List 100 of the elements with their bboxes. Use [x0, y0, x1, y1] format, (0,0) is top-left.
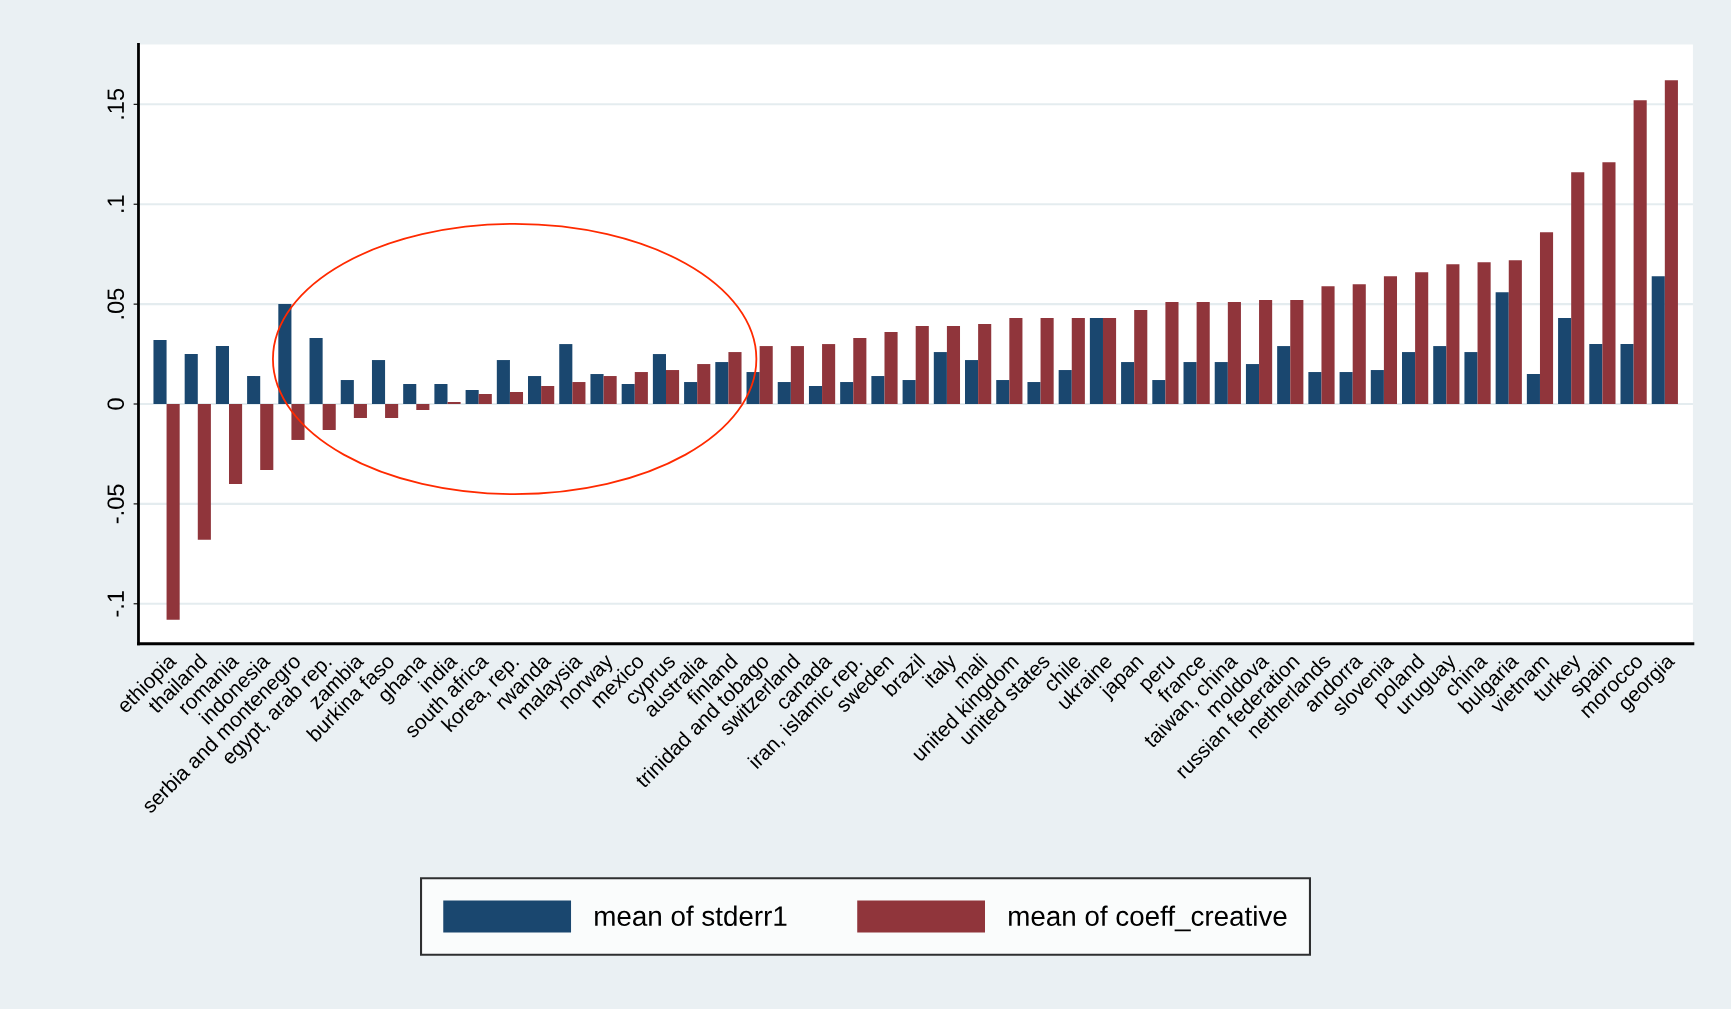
- y-tick-label: .05: [107, 288, 125, 319]
- bar: [260, 404, 274, 470]
- bar: [403, 384, 417, 404]
- bar: [541, 386, 555, 404]
- bar: [1009, 318, 1023, 404]
- bar: [1321, 286, 1335, 404]
- bar: [652, 354, 666, 404]
- bar: [822, 344, 836, 404]
- bar: [1134, 310, 1148, 404]
- bar: [385, 404, 399, 418]
- bar: [728, 352, 742, 404]
- bar: [1539, 232, 1554, 404]
- legend-label: mean of coeff_creative: [1009, 905, 1287, 932]
- bar: [590, 374, 604, 404]
- bar: [1339, 372, 1353, 404]
- bar: [1071, 318, 1085, 404]
- bar: [1477, 262, 1491, 404]
- bar: [528, 376, 542, 404]
- bar: [247, 376, 261, 404]
- bar: [1664, 80, 1678, 404]
- bar: [1027, 382, 1041, 404]
- bar: [1040, 318, 1054, 404]
- bar: [1464, 352, 1478, 404]
- bar: [1620, 344, 1634, 404]
- bar: [1152, 380, 1166, 404]
- bar: [1352, 284, 1366, 404]
- bar: [1571, 172, 1585, 404]
- bar: [572, 382, 586, 404]
- bar: [871, 376, 885, 404]
- bar: [996, 380, 1010, 404]
- y-tick-label: -.1: [107, 591, 124, 617]
- bar: [434, 384, 448, 404]
- bar: [322, 404, 336, 430]
- bar: [1196, 302, 1210, 404]
- legend-label: mean of stderr1: [595, 905, 787, 926]
- bar: [1259, 300, 1273, 404]
- bar: [1308, 372, 1322, 404]
- bar: [1633, 100, 1647, 404]
- bar: [1214, 362, 1228, 404]
- bar: [1227, 302, 1241, 404]
- bar: [777, 382, 791, 404]
- bar: [1121, 362, 1135, 404]
- bar: [621, 384, 635, 404]
- bar: [1558, 318, 1572, 404]
- y-tick-label: .1: [107, 195, 124, 212]
- bar: [715, 362, 729, 404]
- bar: [166, 404, 180, 620]
- bar: [1089, 318, 1103, 404]
- bar: [853, 338, 867, 404]
- y-tick-label: .15: [107, 88, 125, 119]
- bar: [1183, 362, 1197, 404]
- bar: [884, 332, 898, 404]
- bar: [1165, 302, 1179, 404]
- bar: [684, 382, 698, 404]
- bar: [496, 360, 510, 404]
- bar: [215, 346, 229, 404]
- bar: [1651, 276, 1665, 404]
- bar: [1495, 292, 1509, 404]
- bar: [309, 338, 323, 404]
- bar: [1526, 374, 1540, 404]
- bar: [1508, 260, 1522, 404]
- bar: [808, 386, 823, 404]
- bar: [340, 380, 354, 404]
- bar: [291, 404, 305, 440]
- bar: [1290, 300, 1304, 404]
- bar: [1446, 264, 1460, 404]
- bar: [1602, 162, 1616, 404]
- bar: [790, 346, 804, 404]
- bar: [184, 354, 198, 404]
- bar: [1402, 352, 1416, 404]
- bar: [902, 380, 916, 404]
- bar: [509, 392, 524, 404]
- bar: [1415, 272, 1429, 404]
- bar: [603, 376, 617, 404]
- bar: [759, 346, 773, 404]
- bar: [416, 404, 430, 410]
- bar: [229, 404, 243, 484]
- bar: [946, 326, 961, 404]
- bar: [465, 390, 479, 404]
- bar: [1058, 370, 1072, 404]
- bar: [1370, 370, 1384, 404]
- y-tick-label: 0: [107, 398, 125, 410]
- bar: [1383, 276, 1398, 404]
- bar: [965, 360, 979, 404]
- bar: [697, 364, 711, 404]
- bar: [915, 326, 929, 404]
- bar: [278, 304, 292, 404]
- bar: [353, 404, 367, 418]
- bar: [371, 360, 386, 404]
- bar: [840, 382, 854, 404]
- bar: [1433, 346, 1447, 404]
- bar: [665, 370, 680, 404]
- bar: [478, 394, 492, 404]
- bar: [153, 340, 167, 404]
- bar: [1589, 344, 1603, 404]
- bar: [1102, 318, 1117, 404]
- bar: [933, 352, 947, 404]
- bar: [1245, 364, 1260, 404]
- bar: [559, 344, 573, 404]
- bar: [197, 404, 211, 540]
